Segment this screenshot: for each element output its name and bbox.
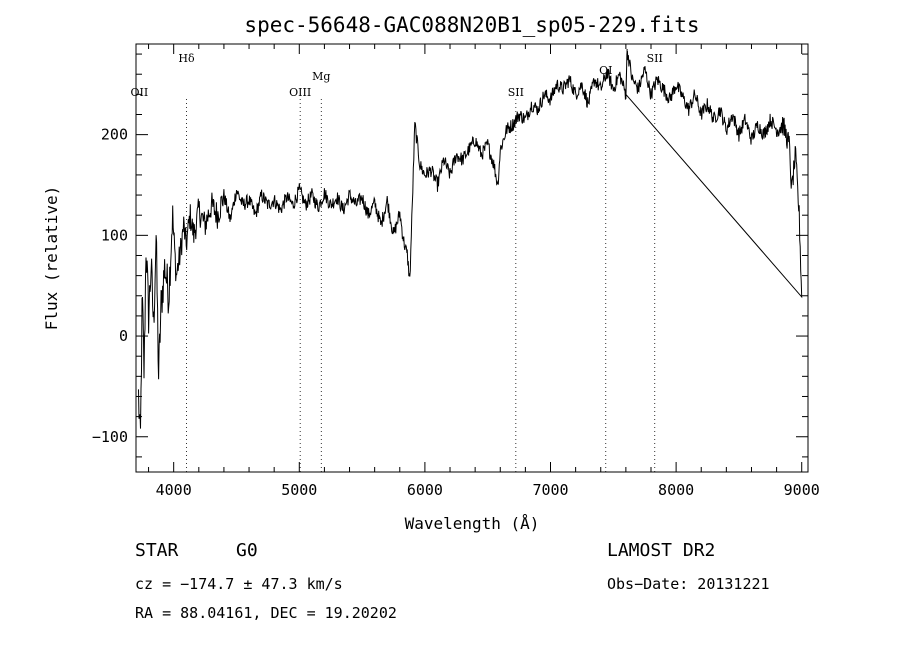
x-tick-label: 9000 xyxy=(784,481,820,499)
spectrum-line xyxy=(138,48,803,429)
y-tick-label: 100 xyxy=(101,226,128,244)
spectral-line-label: SII xyxy=(508,86,524,99)
x-tick-label: 5000 xyxy=(281,481,317,499)
spectral-line-label: OII xyxy=(131,86,149,99)
spectral-line-label: Mg xyxy=(312,70,330,83)
x-tick-label: 8000 xyxy=(658,481,694,499)
y-tick-label: 0 xyxy=(119,327,128,345)
spectral-line-label: Hδ xyxy=(178,52,195,65)
object-type: STAR xyxy=(135,540,179,561)
coordinates-text: RA = 88.04161, DEC = 19.20202 xyxy=(135,604,397,622)
spectral-subclass: G0 xyxy=(236,540,258,561)
spectral-line-label: OIII xyxy=(289,86,311,99)
x-axis-label: Wavelength (Å) xyxy=(405,514,540,533)
x-tick-label: 4000 xyxy=(156,481,192,499)
velocity-text: cz = −174.7 ± 47.3 km/s xyxy=(135,575,343,593)
plot-frame xyxy=(135,43,809,473)
x-tick-label: 7000 xyxy=(532,481,568,499)
survey-name: LAMOST DR2 xyxy=(607,540,716,561)
chart-title: spec-56648-GAC088N20B1_sp05-229.fits xyxy=(244,13,699,37)
spectral-line-label: SII xyxy=(647,52,663,65)
y-axis-label: Flux (relative) xyxy=(42,186,61,331)
y-tick-label: −100 xyxy=(92,428,128,446)
y-tick-label: 200 xyxy=(101,126,128,144)
x-tick-label: 6000 xyxy=(407,481,443,499)
obs-date-text: Obs−Date: 20131221 xyxy=(607,575,770,593)
